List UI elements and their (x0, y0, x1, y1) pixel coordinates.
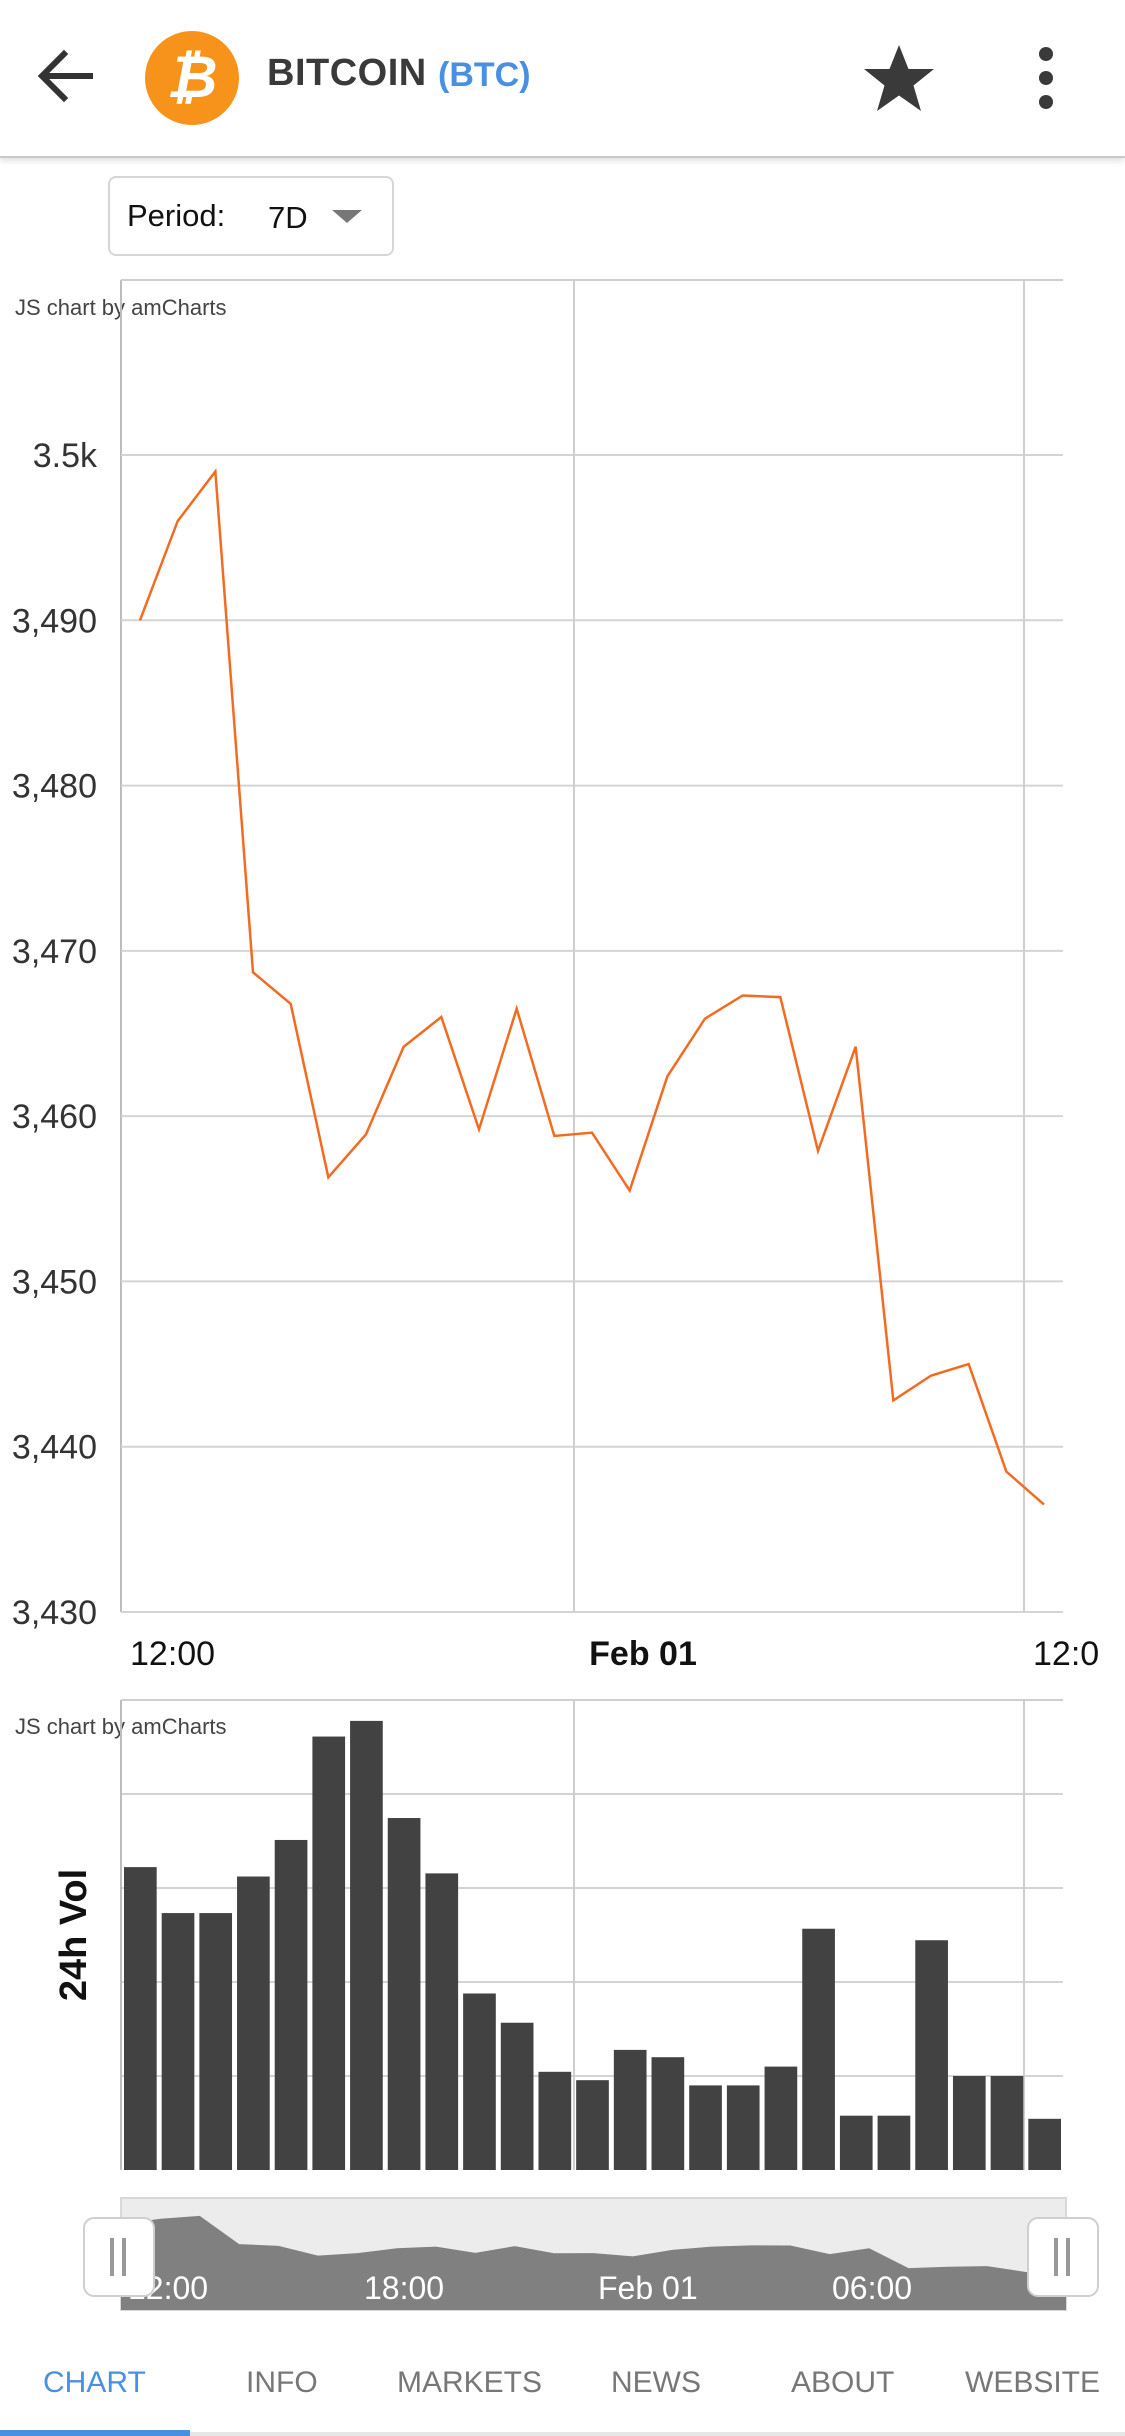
coin-symbol: (BTC) (438, 56, 531, 94)
dropdown-caret-icon (332, 210, 362, 223)
tab-website[interactable]: WEBSITE (965, 2366, 1101, 2399)
volume-bar[interactable] (161, 1913, 195, 2170)
volume-bar[interactable] (839, 2115, 873, 2170)
volume-bar[interactable] (802, 1928, 835, 2170)
volume-bar[interactable] (425, 1873, 459, 2170)
period-dropdown[interactable]: Period: 7D (108, 176, 394, 256)
volume-bar[interactable] (500, 2022, 534, 2170)
overflow-menu-button[interactable] (1030, 42, 1062, 114)
volume-bar[interactable] (463, 1993, 496, 2170)
navigator-right-handle[interactable] (1027, 2217, 1099, 2297)
tab-indicator-track (190, 2432, 1125, 2436)
back-button[interactable] (30, 38, 106, 114)
y-tick-label: 3,470 (12, 933, 97, 971)
tab-markets[interactable]: MARKETS (397, 2366, 543, 2399)
navigator-area (121, 2215, 1066, 2310)
volume-bar[interactable] (312, 1736, 346, 2170)
y-axis-label: 24h Vol (53, 1869, 95, 2001)
period-label: Period: (127, 198, 226, 233)
price-series-line[interactable] (138, 468, 1045, 1506)
tab-bar: CHART INFO MARKETS NEWS ABOUT WEBSITE (0, 2326, 1125, 2436)
coin-name: BITCOIN (267, 52, 427, 94)
volume-bar[interactable] (124, 1867, 157, 2170)
volume-bar[interactable] (274, 1839, 308, 2170)
volume-bar[interactable] (689, 2085, 722, 2170)
active-tab-indicator (0, 2430, 190, 2436)
period-value: 7D (268, 200, 308, 235)
y-tick-label: 3,480 (12, 768, 97, 806)
volume-bar[interactable] (1028, 2118, 1061, 2170)
volume-bar[interactable] (764, 2066, 798, 2170)
volume-chart[interactable]: 24h Vol (0, 1690, 1125, 2180)
arrow-back-icon (37, 49, 93, 103)
volume-bar[interactable] (990, 2076, 1024, 2170)
star-icon (864, 45, 934, 111)
volume-bar[interactable] (726, 2085, 760, 2170)
range-navigator[interactable]: 12:00 18:00 Feb 01 06:00 (0, 2190, 1125, 2320)
tab-chart[interactable]: CHART (43, 2366, 146, 2399)
y-tick-label: 3,450 (12, 1263, 97, 1301)
volume-bar[interactable] (915, 1940, 948, 2170)
volume-bar[interactable] (350, 1720, 383, 2170)
volume-bar[interactable] (538, 2071, 572, 2170)
tab-news[interactable]: NEWS (611, 2366, 701, 2399)
bitcoin-logo-glyph: ₿ (166, 45, 218, 110)
volume-bar[interactable] (613, 2049, 647, 2170)
volume-bar[interactable] (952, 2076, 986, 2170)
price-chart[interactable]: 3,430 3,440 3,450 3,460 3,470 3,480 3,490 3.5k 1… (0, 270, 1125, 1690)
x-tick-label: Feb 01 (589, 1635, 697, 1673)
more-vert-icon (1039, 47, 1053, 109)
navigator-label: Feb 01 (598, 2270, 698, 2306)
y-tick-label: 3.5k (33, 437, 98, 475)
volume-bar[interactable] (576, 2080, 609, 2170)
navigator-label: 06:00 (832, 2270, 912, 2306)
navigator-label: 18:00 (364, 2270, 444, 2306)
navigator-left-handle[interactable] (83, 2217, 155, 2297)
y-tick-label: 3,430 (12, 1594, 97, 1632)
volume-bar[interactable] (199, 1913, 233, 2170)
handle-body[interactable] (83, 2217, 155, 2297)
y-tick-label: 3,440 (12, 1429, 97, 1467)
tab-about[interactable]: ABOUT (791, 2366, 895, 2399)
volume-bar[interactable] (237, 1876, 270, 2170)
volume-bar[interactable] (387, 1818, 421, 2170)
volume-bar[interactable] (877, 2115, 911, 2170)
tab-info[interactable]: INFO (246, 2366, 318, 2399)
favorite-button[interactable] (860, 40, 938, 118)
volume-bar[interactable] (651, 2057, 685, 2170)
app-bar: ₿ BITCOIN (BTC) (0, 0, 1125, 158)
handle-body[interactable] (1027, 2217, 1099, 2297)
x-tick-label: 12:00 (130, 1635, 215, 1673)
bitcoin-logo-icon: ₿ (145, 31, 239, 125)
y-tick-label: 3,460 (12, 1098, 97, 1136)
y-tick-label: 3,490 (12, 602, 97, 640)
x-tick-label: 12:0 (1033, 1635, 1099, 1673)
